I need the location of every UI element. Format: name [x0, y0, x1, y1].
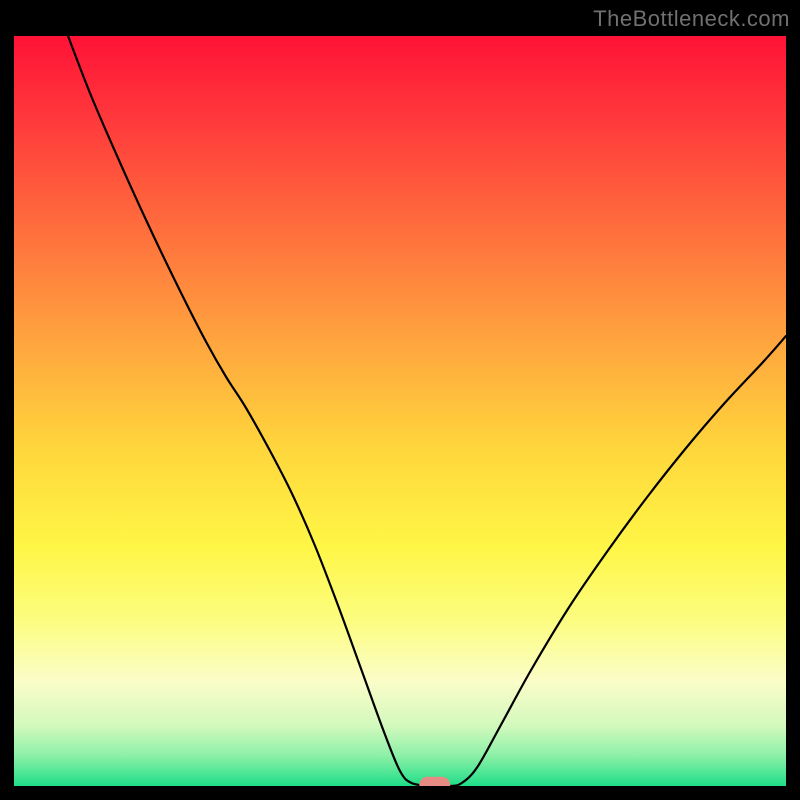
optimal-point-marker	[419, 777, 450, 786]
chart-background	[14, 36, 786, 786]
bottleneck-chart	[14, 36, 786, 786]
watermark-text: TheBottleneck.com	[593, 6, 790, 32]
chart-svg	[14, 36, 786, 786]
